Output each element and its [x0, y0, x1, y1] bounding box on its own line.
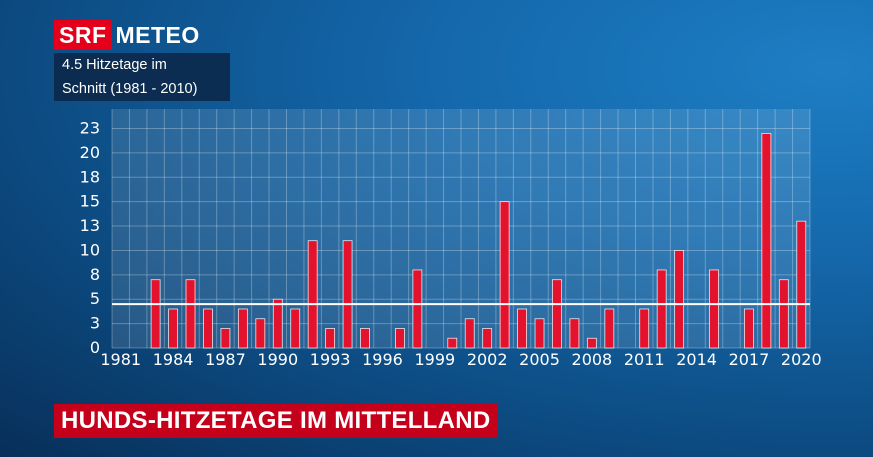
- bar-1989: [255, 318, 266, 349]
- bar-1988: [237, 308, 248, 349]
- x-tick-label: 2017: [729, 350, 770, 369]
- bar-2011: [639, 308, 650, 349]
- chart-title: HUNDS-HITZETAGE IM MITTELLAND: [54, 404, 498, 438]
- bars-group: [150, 132, 807, 349]
- bar-2006: [552, 279, 562, 349]
- bar-1985: [185, 279, 196, 349]
- bar-2012: [656, 269, 667, 349]
- y-axis-ticks: 0 3 5 8 10 13 15 18 20 23: [80, 119, 100, 357]
- x-tick-label: 1990: [257, 350, 298, 369]
- x-tick-label: 2020: [781, 350, 822, 369]
- bar-2000: [447, 337, 458, 349]
- x-tick-label: 1999: [414, 350, 455, 369]
- x-tick-label: 1981: [100, 350, 141, 369]
- y-tick-label: 15: [80, 192, 100, 211]
- y-tick-label: 20: [80, 143, 100, 162]
- bar-1992: [307, 240, 318, 349]
- average-note: 4.5 Hitzetage im Schnitt (1981 - 2010): [54, 53, 230, 101]
- bar-2013: [674, 250, 685, 349]
- x-tick-label: 1984: [153, 350, 194, 369]
- bar-2020: [796, 220, 807, 349]
- srf-logo-mark: SRF: [54, 20, 112, 50]
- bar-2018: [761, 132, 772, 349]
- bar-2003: [499, 201, 510, 349]
- bar-1991: [290, 308, 301, 349]
- bar-1993: [325, 328, 336, 349]
- plot-area: [112, 109, 810, 348]
- bar-1986: [203, 308, 213, 349]
- y-tick-label: 18: [80, 167, 100, 186]
- y-tick-label: 5: [90, 289, 100, 308]
- bar-2001: [464, 318, 475, 349]
- x-axis-ticks: 1981 1984 1987 1990 1993 1996 1999 2002 2005 2008…: [100, 350, 821, 369]
- bar-2004: [517, 308, 527, 349]
- gridlines: [111, 109, 811, 349]
- srf-meteo-logo: SRF METEO: [54, 20, 204, 50]
- bar-2009: [604, 308, 615, 349]
- x-tick-label: 2011: [624, 350, 665, 369]
- x-tick-label: 2014: [676, 350, 717, 369]
- bar-1997: [395, 328, 405, 349]
- bar-1998: [412, 269, 423, 349]
- x-tick-label: 1993: [310, 350, 351, 369]
- bar-2017: [744, 308, 754, 349]
- y-tick-label: 3: [90, 314, 100, 333]
- y-tick-label: 10: [80, 240, 100, 259]
- x-tick-label: 1996: [362, 350, 403, 369]
- bar-2019: [778, 279, 789, 349]
- bar-1995: [360, 328, 370, 349]
- x-tick-label: 1987: [205, 350, 246, 369]
- bar-2005: [534, 318, 545, 349]
- y-tick-label: 8: [90, 265, 100, 284]
- y-tick-label: 23: [80, 119, 100, 138]
- bar-2002: [482, 328, 493, 349]
- average-note-line2: Schnitt (1981 - 2010): [62, 81, 198, 97]
- bar-2007: [569, 318, 580, 349]
- y-tick-label: 0: [90, 338, 100, 357]
- x-tick-label: 2002: [467, 350, 508, 369]
- bar-2008: [586, 337, 597, 349]
- meteo-logo-text: METEO: [115, 21, 200, 48]
- bar-1994: [342, 240, 353, 349]
- bar-1990: [272, 298, 283, 349]
- bar-1984: [168, 308, 178, 349]
- average-note-line1: 4.5 Hitzetage im: [62, 57, 167, 73]
- x-tick-label: 2008: [572, 350, 613, 369]
- y-tick-label: 13: [80, 216, 100, 235]
- bar-1987: [220, 328, 231, 349]
- bar-2015: [709, 269, 719, 349]
- x-tick-label: 2005: [519, 350, 560, 369]
- bar-1983: [150, 279, 161, 349]
